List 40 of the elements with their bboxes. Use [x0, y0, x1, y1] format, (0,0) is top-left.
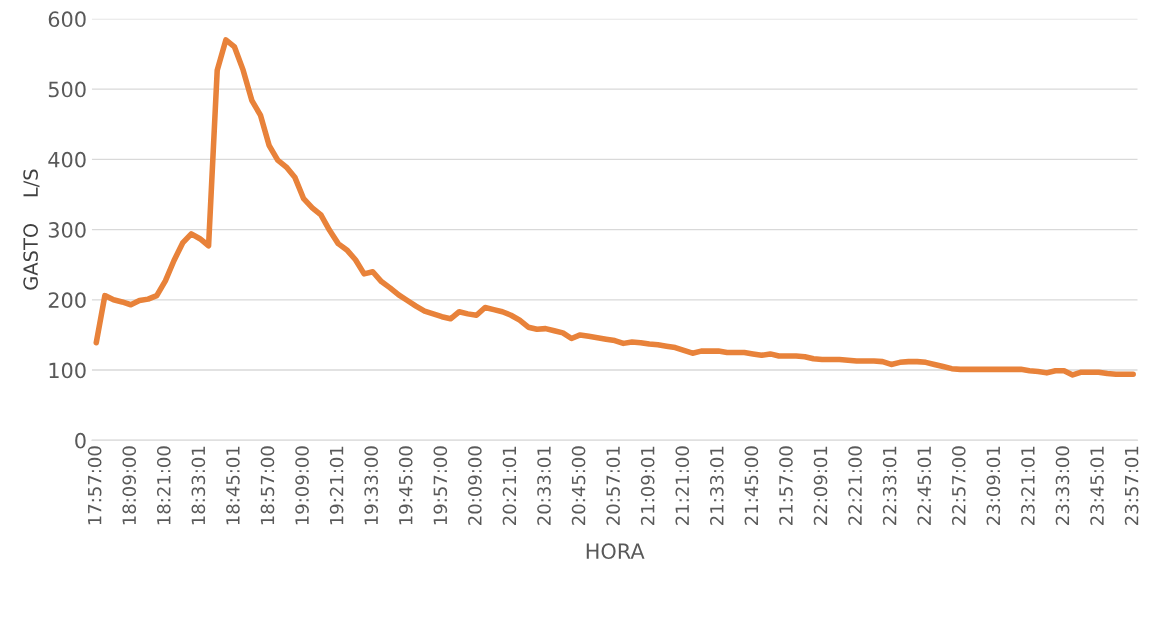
x-tick-label: 21:57:00	[779, 446, 793, 525]
x-tick-label: 21:33:01	[709, 446, 724, 525]
x-tick-label: 22:33:01	[882, 446, 897, 525]
y-tick-label: 100	[49, 362, 86, 379]
y-tick-label: 400	[48, 151, 86, 168]
x-tick-label: 19:57:00	[433, 446, 448, 525]
x-tick-label: 21:45:00	[744, 446, 759, 525]
x-tick-label: 19:21:01	[329, 446, 344, 525]
x-tick-label: 18:57:00	[260, 446, 275, 525]
y-tick-label: 500	[48, 81, 86, 98]
x-tick-label: 21:21:00	[675, 446, 690, 525]
x-tick-label: 20:33:01	[537, 446, 551, 525]
x-tick-label: 19:45:00	[398, 446, 413, 525]
x-tick-label: 17:57:00	[87, 446, 102, 525]
y-tick-label: 300	[48, 222, 86, 238]
y-tick-label: 200	[48, 292, 86, 309]
x-tick-label: 19:09:00	[295, 446, 309, 525]
x-tick-label: 23:09:01	[986, 446, 1001, 525]
x-axis-title: HORA	[586, 543, 645, 560]
x-tick-label: 18:09:00	[122, 446, 137, 525]
x-tick-label: 23:57:01	[1124, 446, 1139, 525]
x-tick-label: 20:57:01	[606, 446, 620, 525]
x-tick-label: 18:33:01	[191, 446, 206, 525]
x-tick-label: 23:21:01	[1021, 446, 1035, 525]
x-tick-label: 20:21:01	[502, 446, 517, 525]
x-tick-label: 22:57:00	[951, 446, 966, 525]
x-tick-label: 21:09:01	[640, 446, 655, 525]
y-axis-title: GASTO L/S	[23, 169, 40, 290]
x-tick-label: 18:21:00	[156, 446, 171, 525]
x-tick-label: 23:45:01	[1090, 446, 1104, 525]
x-tick-label: 18:45:01	[226, 446, 240, 525]
x-tick-label: 20:09:00	[468, 446, 482, 525]
x-tick-label: 19:33:00	[364, 446, 378, 525]
x-tick-label: 22:09:01	[813, 446, 828, 525]
x-tick-label: 22:45:01	[917, 446, 932, 525]
x-tick-label: 20:45:00	[571, 446, 586, 525]
x-tick-label: 23:33:00	[1055, 446, 1070, 525]
y-tick-label: 0	[75, 432, 86, 449]
y-tick-label: 600	[48, 11, 86, 28]
x-tick-label: 22:21:00	[848, 446, 862, 525]
